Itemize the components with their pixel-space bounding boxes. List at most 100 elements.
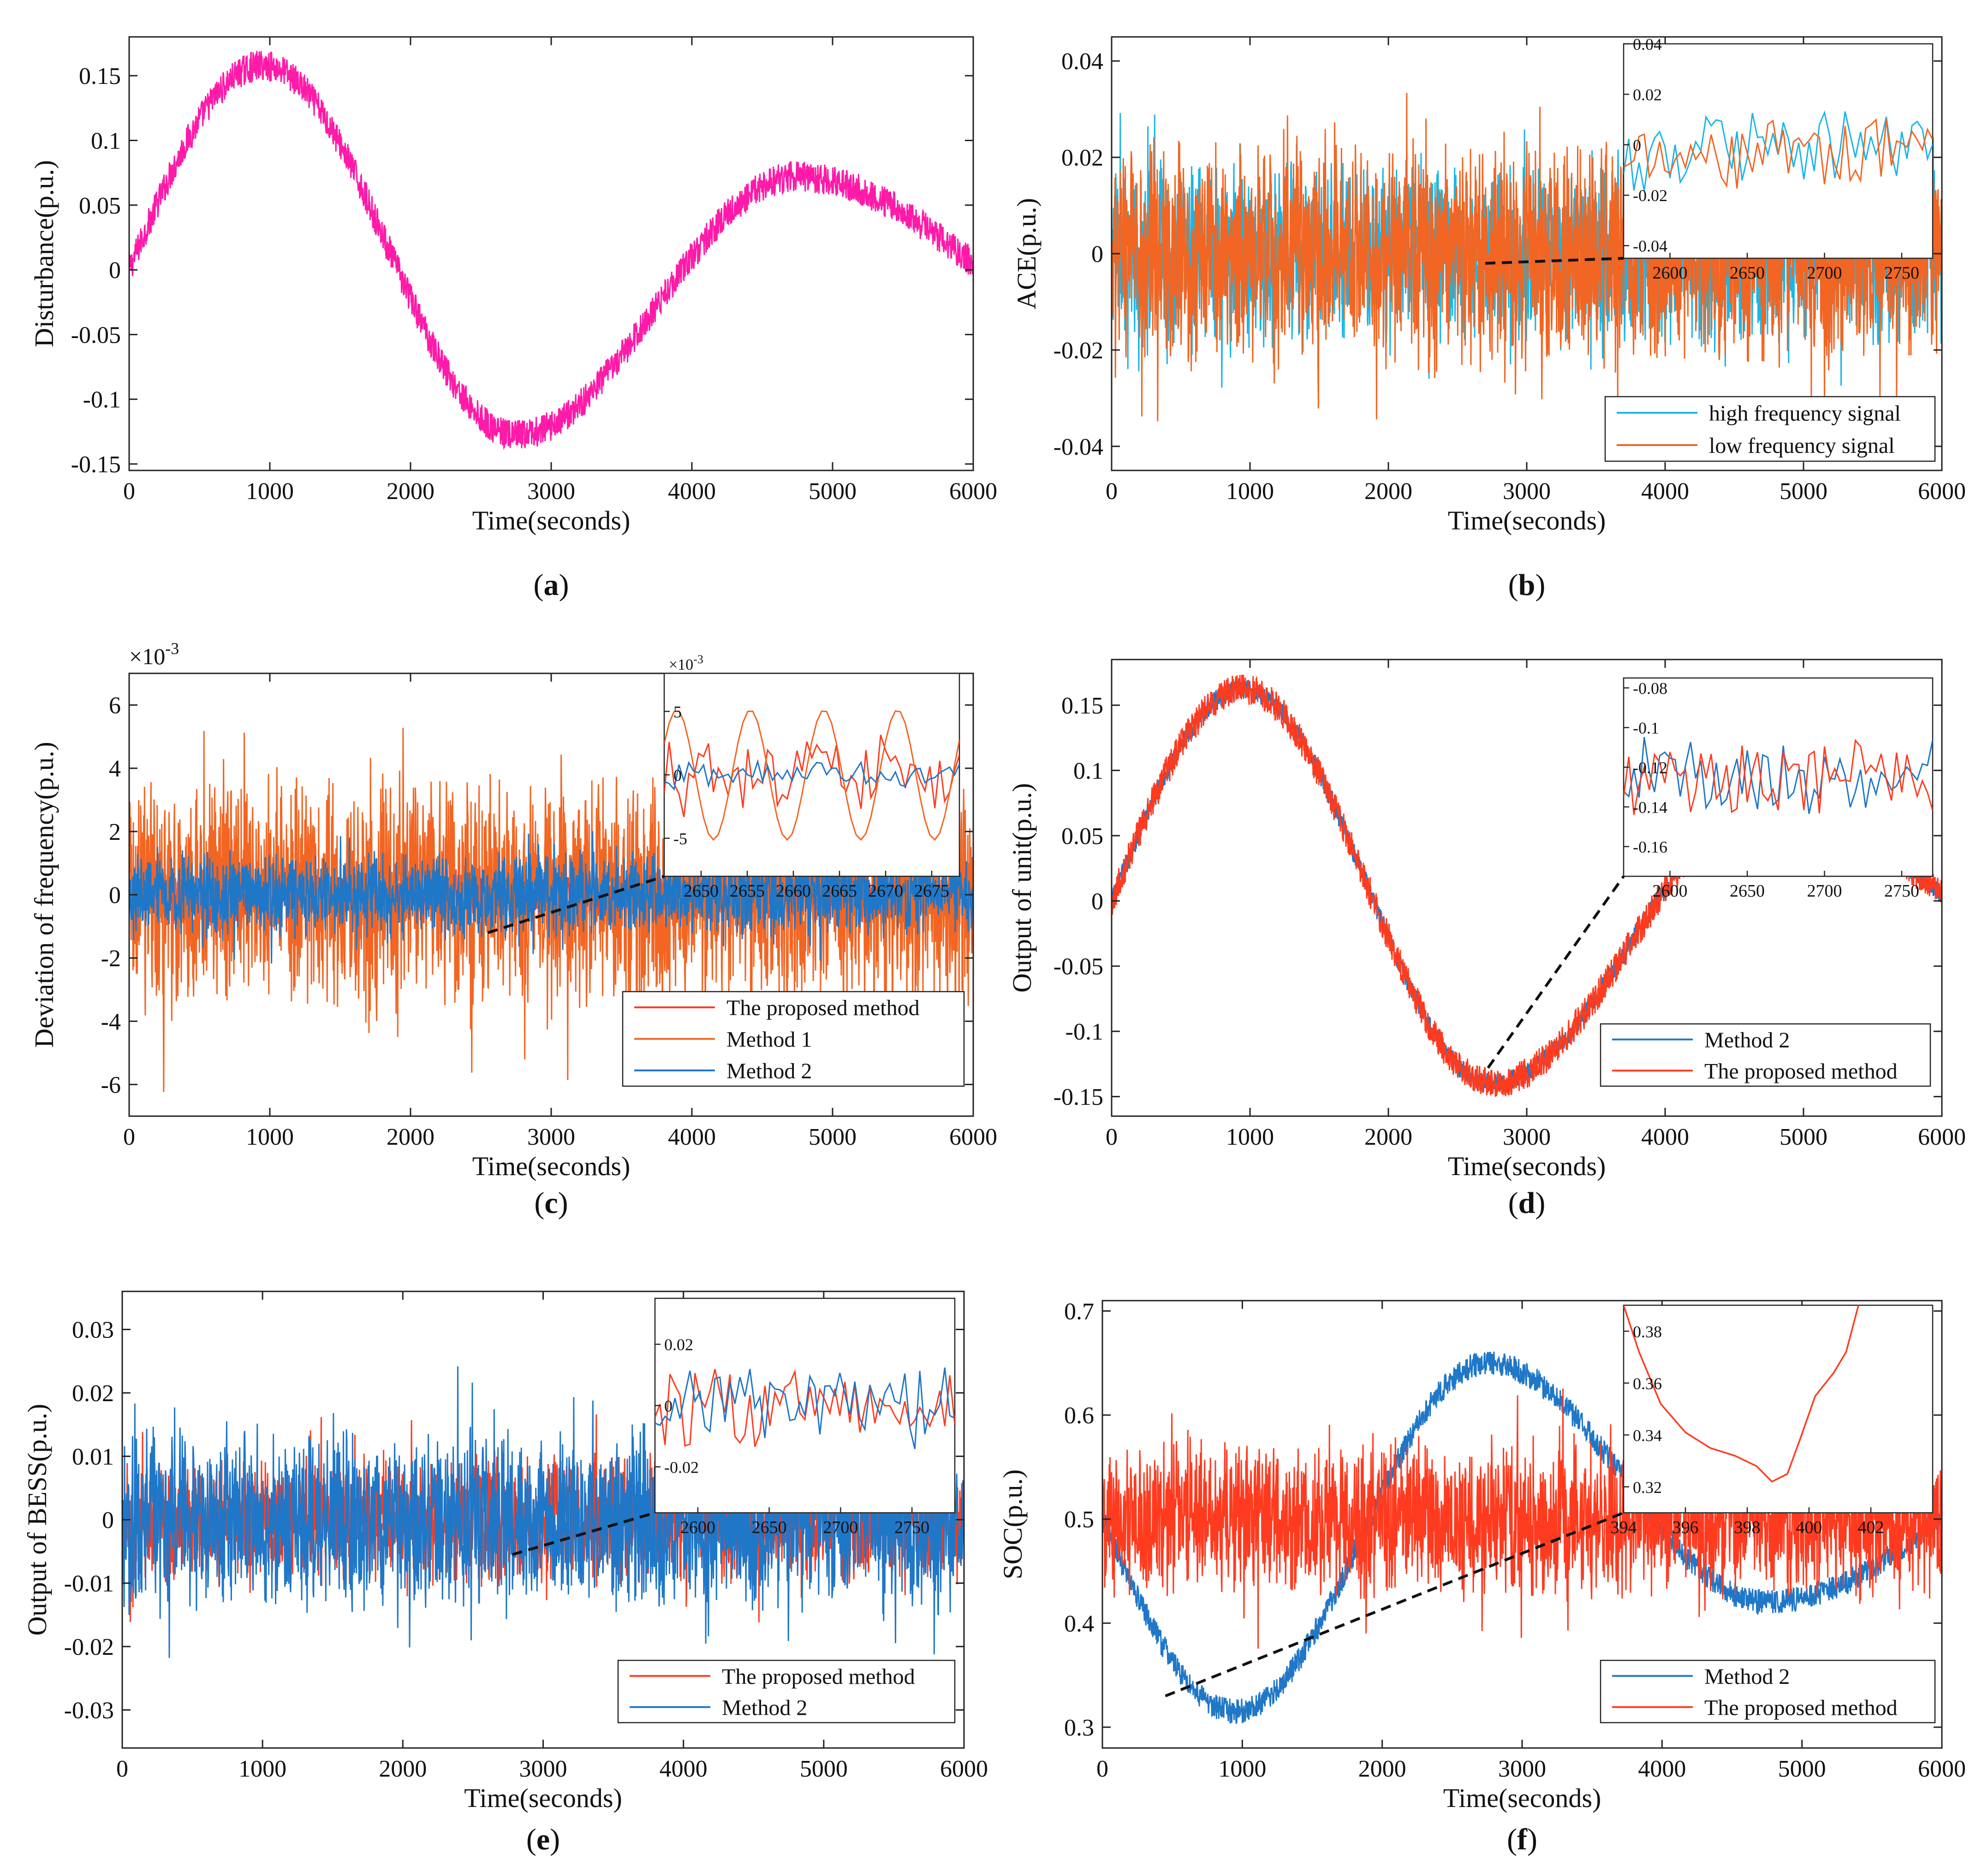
x-tick-label: 6000 [940, 1756, 988, 1782]
y-tick-label: 6 [109, 693, 121, 719]
inset-plot-area [664, 710, 959, 841]
inset-y-tick-label: 0.32 [1633, 1478, 1662, 1497]
inset-x-tick-label: 2750 [1884, 263, 1919, 283]
inset-x-tick-label: 2650 [1730, 263, 1765, 283]
axis-exponent-label: ×10-3 [129, 639, 179, 669]
inset-series-line [664, 734, 959, 817]
inset-y-tick-label: -0.02 [1633, 186, 1667, 205]
zoom-connector [1487, 875, 1625, 1069]
inset-y-tick-label: 0.34 [1633, 1426, 1662, 1445]
x-tick-label: 6000 [1918, 478, 1966, 505]
inset-x-tick-label: 402 [1858, 1518, 1884, 1537]
legend: Method 2 The proposed method [1600, 1659, 1936, 1724]
inset-x-tick-label: 2650 [752, 1518, 787, 1537]
inset-y-tick-label: 0.02 [664, 1336, 693, 1354]
x-tick-label: 4000 [1641, 478, 1689, 505]
x-tick-label: 2000 [1364, 478, 1412, 505]
y-tick-label: 0.15 [1061, 693, 1103, 719]
legend: Method 2 The proposed method [1600, 1023, 1931, 1087]
legend-box [1600, 1659, 1936, 1724]
chart-panel-b: 0 1000 2000 3000 4000 5000 6000 -0.04 -0.02 0 0.02… [1012, 35, 1966, 602]
plot-area [1102, 1351, 1942, 1724]
x-axis-label: Time(seconds) [1443, 1783, 1601, 1813]
inset-x-tick-label: 2650 [684, 881, 719, 901]
inset-zoom-plot: 394 396 398 400 402 0.32 0.34 0.36 0.38 [1611, 1304, 1934, 1537]
x-tick-label: 4000 [668, 1124, 716, 1150]
inset-y-tick-label: 0 [664, 1397, 673, 1415]
y-tick-label: -0.05 [71, 322, 121, 348]
x-axis-label: Time(seconds) [1448, 505, 1606, 535]
y-tick-label: 0.1 [1073, 758, 1103, 784]
inset-x-tick-label: 2600 [680, 1518, 715, 1537]
series-line-method-2 [129, 828, 973, 964]
y-axis-label: Output of BESS(p.u.) [22, 1404, 52, 1636]
legend-entry-label: high frequency signal [1709, 401, 1901, 426]
y-tick-label: 0.3 [1064, 1715, 1094, 1741]
y-tick-label: 0.04 [1061, 48, 1103, 75]
legend-entry-label: The proposed method [1704, 1059, 1898, 1083]
legend-entry-label: The proposed method [726, 996, 920, 1020]
y-tick-label: -0.04 [1054, 434, 1103, 460]
inset-plot-area [1624, 1305, 1859, 1483]
inset-y-tick-label: -5 [673, 830, 687, 848]
y-tick-label: 2 [109, 819, 121, 845]
inset-y-tick-label: 0 [1633, 136, 1641, 155]
x-tick-label: 1000 [246, 478, 294, 505]
inset-x-tick-label: 2660 [776, 881, 811, 901]
inset-x-tick-label: 2750 [1884, 881, 1919, 901]
chart-panel-c: 0 1000 2000 3000 4000 5000 6000 -6 -4 -2 0 2 4 6 Time(… [29, 639, 997, 1220]
plot-area [129, 51, 973, 451]
inset-series-line [1624, 1305, 1859, 1483]
legend-box [1604, 396, 1936, 462]
legend-entry-label: The proposed method [1704, 1695, 1898, 1720]
axes-box [128, 36, 974, 471]
x-tick-label: 1000 [1226, 478, 1274, 505]
y-tick-label: -6 [101, 1072, 121, 1098]
x-tick-label: 3000 [519, 1756, 567, 1782]
y-axis-label: Disturbance(p.u.) [29, 160, 59, 347]
zoom-connector [512, 1511, 655, 1556]
zoom-connector [487, 875, 665, 934]
inset-y-tick-label: 5 [673, 703, 682, 721]
x-tick-label: 1000 [246, 1124, 294, 1150]
inset-box [1623, 677, 1934, 877]
chart-panel-a: 0 1000 2000 3000 4000 5000 6000 -0.15 -0.1 -0.05 0… [29, 36, 997, 602]
y-tick-label: 0.05 [79, 193, 121, 219]
y-tick-label: 0.5 [1064, 1507, 1094, 1533]
inset-zoom-plot: 2650 2655 2660 2665 2670 2675 -5 0 5 ×10-3 [663, 653, 960, 901]
legend-entry-label: The proposed method [722, 1665, 915, 1689]
inset-box [663, 672, 960, 877]
inset-zoom-plot: 2600 2650 2700 2750 -0.04 -0.02 0 0.02 0.04 [1623, 35, 1934, 283]
y-tick-label: -2 [101, 945, 121, 972]
inset-x-tick-label: 396 [1673, 1518, 1699, 1537]
x-tick-label: 6000 [949, 478, 997, 505]
x-tick-label: 3000 [1503, 478, 1551, 505]
x-axis-label: Time(seconds) [472, 505, 631, 535]
x-tick-label: 1000 [1218, 1756, 1266, 1782]
y-axis-label: Deviation of frequency(p.u.) [29, 742, 59, 1048]
y-tick-label: 0.7 [1064, 1299, 1094, 1325]
y-tick-label: 0.03 [72, 1317, 114, 1344]
inset-y-tick-label: 0.02 [1633, 85, 1662, 104]
legend: The proposed method Method 1 Method 2 [622, 991, 965, 1087]
x-tick-label: 5000 [1780, 478, 1827, 505]
inset-y-tick-label: 0.04 [1633, 35, 1662, 54]
x-tick-label: 2000 [1364, 1124, 1412, 1150]
inset-x-tick-label: 400 [1796, 1518, 1822, 1537]
x-tick-label: 4000 [1638, 1756, 1686, 1782]
x-tick-label: 5000 [809, 1124, 857, 1150]
legend: The proposed method Method 2 [617, 1659, 956, 1724]
inset-zoom-plot: 2600 2650 2700 2750 -0.16 -0.14 -0.12 -0.1 -0.08 [1623, 677, 1934, 901]
zoom-connector [1485, 257, 1624, 265]
panel-label: (a) [534, 568, 569, 602]
inset-zoom-plot: 2600 2650 2700 2750 -0.02 0 0.02 [654, 1297, 956, 1537]
series-line-method-2 [1102, 1351, 1942, 1724]
inset-series-line [1624, 110, 1933, 191]
inset-x-tick-label: 2700 [1807, 881, 1842, 901]
y-tick-label: 0.05 [1061, 823, 1103, 850]
y-tick-label: 0.15 [79, 63, 121, 89]
inset-exponent-label: ×10-3 [669, 653, 703, 673]
x-tick-label: 2000 [1358, 1756, 1406, 1782]
inset-x-tick-label: 2650 [1730, 881, 1765, 901]
